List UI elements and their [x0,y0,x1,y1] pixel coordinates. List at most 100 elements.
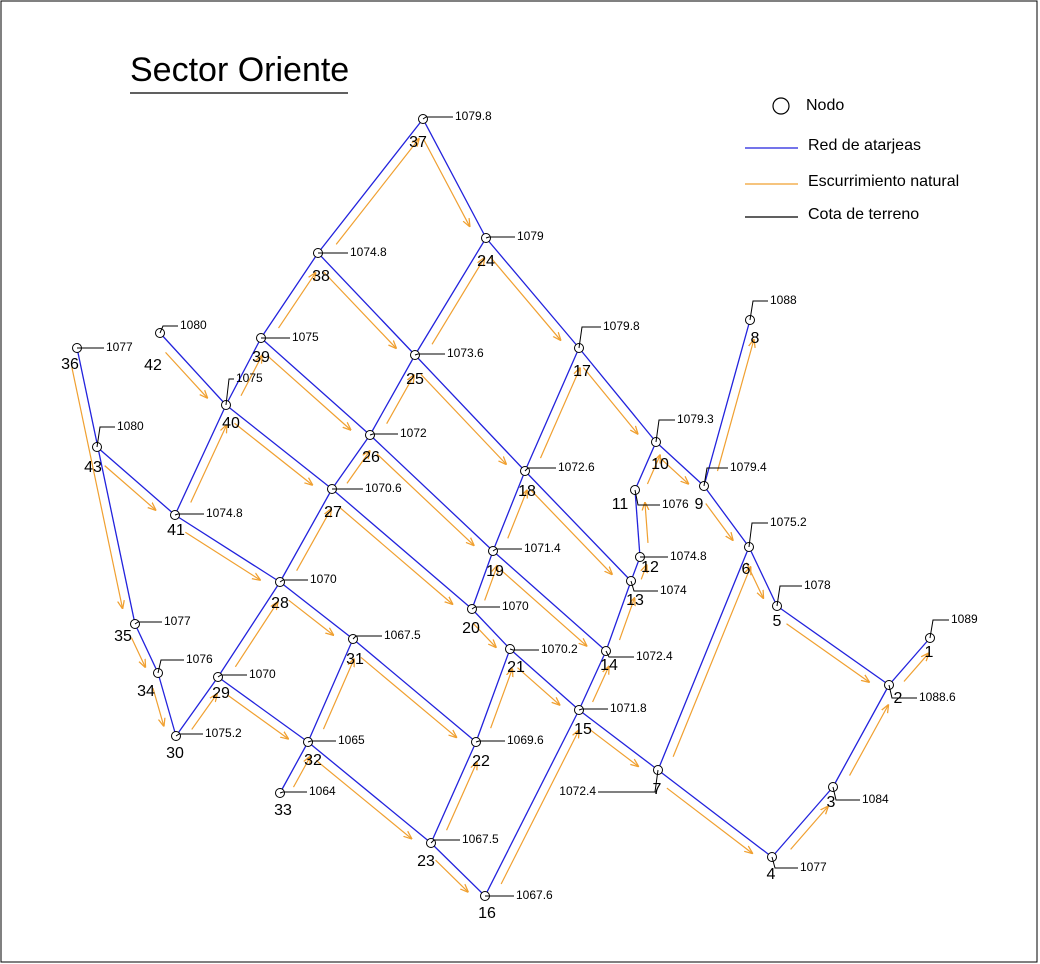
pipe [578,650,607,711]
node-label: 40 [222,415,240,432]
node-elevation: 1077 [800,860,827,874]
node-label: 33 [274,802,292,819]
elevation-leader [159,325,178,334]
node-label: 19 [486,563,504,580]
pipe [655,441,705,487]
node-label: 39 [252,349,270,366]
node-label: 15 [574,721,592,738]
node-label: 38 [312,268,330,285]
elevation-leader [279,791,307,794]
elevation-leader [776,585,802,607]
node-label: 16 [478,905,496,922]
pipe [225,404,333,490]
pipe [279,488,333,583]
network [76,118,931,897]
legend: Nodo Red de atarjeas Escurrimiento natur… [745,97,959,223]
runoff-arrow [507,490,527,539]
pipe [174,404,227,516]
runoff-arrow [716,340,753,472]
elevation-leader [175,733,203,737]
pipe [578,709,659,771]
pipe [260,252,319,339]
node-elevation: 1072.4 [636,649,673,663]
pipe [509,648,580,711]
runoff-arrow [386,375,414,425]
pipe [159,332,227,406]
pipe [260,337,371,436]
node-elevation: 1072 [400,426,427,440]
pipe [317,118,424,254]
node-elevation: 1070 [249,667,276,681]
node-elevation: 1075 [292,330,319,344]
elevation-leader [352,635,382,640]
runoff-arrow [71,367,123,608]
node-label: 25 [406,371,424,388]
runoff-arrow [322,659,354,730]
runoff-arrow [420,373,506,464]
runoff-arrow [339,507,453,605]
runoff-arrow [500,569,587,646]
elevation-leader [524,467,556,472]
pipe [414,354,526,472]
runoff-arrow [849,705,889,776]
pipe [317,252,416,356]
node-elevation: 1074 [660,583,687,597]
runoff-arrow [152,687,164,726]
pipe [657,546,750,771]
node-elevation: 1074.8 [670,549,707,563]
runoff-arrow [360,656,456,737]
elevation-leader [605,650,634,658]
pipe [524,470,632,582]
runoff-arrow [587,727,638,766]
node-label: 3 [827,794,836,811]
node-elevation: 1067.6 [516,888,553,902]
runoff-arrow [165,351,208,397]
runoff-arrow [582,367,637,434]
runoff-arrow [268,356,350,430]
pipe [771,786,834,858]
node-elevation: 1071.8 [610,701,647,715]
pipe [634,489,641,558]
runoff-arrow [431,258,484,345]
pipe [76,347,136,625]
elevation-leader [888,684,917,699]
pipe [217,676,309,743]
elevation-leader [655,419,675,443]
node-elevation: 1078 [804,578,831,592]
node-label: 42 [144,357,162,374]
pipe [369,354,416,436]
node-elevation: 1079.8 [455,109,492,123]
node-label: 37 [409,134,427,151]
pipe [475,648,511,743]
pipe [175,676,219,737]
pipe [217,581,281,678]
node-label: 24 [477,253,495,270]
runoff-arrow [445,762,477,831]
node-elevation: 1072.6 [558,460,595,474]
node-label: 13 [626,592,644,609]
pipe [471,608,511,650]
node-label: 41 [167,522,185,539]
pipe [703,485,750,548]
node-elevation: 1073.6 [447,346,484,360]
node-elevation: 1065 [338,733,365,747]
pipe [471,550,494,610]
pipe [748,546,778,607]
runoff-arrow [288,599,334,635]
runoff-arrow [659,456,689,483]
node-label: 7 [653,781,662,798]
node-elevation: 1075 [236,371,263,385]
pipe [96,446,176,516]
node-label: 32 [304,752,322,769]
runoff-arrow [435,859,467,892]
elevation-leader [578,326,601,349]
node-elevation: 1080 [180,318,207,332]
node-label: 4 [767,866,776,883]
pipe [430,842,486,897]
node-elevation: 1079.3 [677,412,714,426]
pipe [352,638,477,743]
legend-runoff: Escurrimiento natural [808,173,959,190]
runoff-arrow [472,622,496,647]
runoff-arrow [130,637,145,667]
